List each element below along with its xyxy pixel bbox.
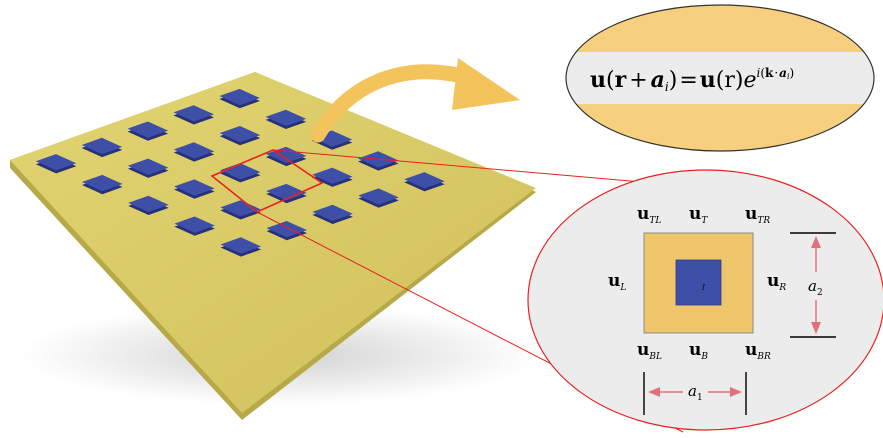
dimension-a1: a1 xyxy=(643,372,747,415)
patch xyxy=(266,220,308,238)
patch xyxy=(174,216,215,233)
patch xyxy=(312,204,353,222)
a1-label: a1 xyxy=(688,382,703,403)
metasurface-board xyxy=(10,72,536,420)
bloch-equation: u(r + ai)=u(r)ei(k·ai) xyxy=(590,66,794,94)
patch xyxy=(174,179,215,196)
label-u-br: uBR xyxy=(745,340,771,362)
curved-arrow xyxy=(310,58,520,143)
patch xyxy=(127,158,169,175)
patch xyxy=(312,167,353,184)
patch xyxy=(173,105,215,122)
zoom-line-top xyxy=(272,149,701,188)
patch xyxy=(404,172,445,189)
label-u-tr: uTR xyxy=(745,204,770,226)
patch xyxy=(265,146,307,164)
highlighted-unit-cell xyxy=(210,149,324,213)
center-patch xyxy=(675,259,722,306)
label-u-tl: uTL xyxy=(637,204,661,226)
a2-label: a2 xyxy=(808,277,823,298)
patch xyxy=(220,237,262,254)
equation-bubble xyxy=(565,4,875,152)
patch xyxy=(81,174,123,192)
label-u-r: uR xyxy=(767,271,786,293)
patch xyxy=(128,195,169,213)
patch xyxy=(173,142,215,159)
patch xyxy=(219,88,260,106)
patch xyxy=(266,183,307,201)
patch xyxy=(35,154,77,171)
neighbor-labels: uTL uT uTR uL uR uBL uB uBR xyxy=(608,204,786,362)
label-u-t: uT xyxy=(689,204,708,226)
label-u-b: uB xyxy=(689,340,708,362)
dimension-a2: a2 xyxy=(790,232,836,338)
board-top xyxy=(10,72,536,413)
patch xyxy=(219,163,261,180)
label-u-l: uL xyxy=(608,271,626,293)
patch xyxy=(358,188,399,205)
patch xyxy=(127,121,169,138)
patch xyxy=(220,200,261,217)
center-label: I xyxy=(701,283,706,292)
label-u-bl: uBL xyxy=(637,340,662,362)
patch xyxy=(219,125,261,143)
patch xyxy=(265,109,307,127)
patch xyxy=(81,137,123,155)
